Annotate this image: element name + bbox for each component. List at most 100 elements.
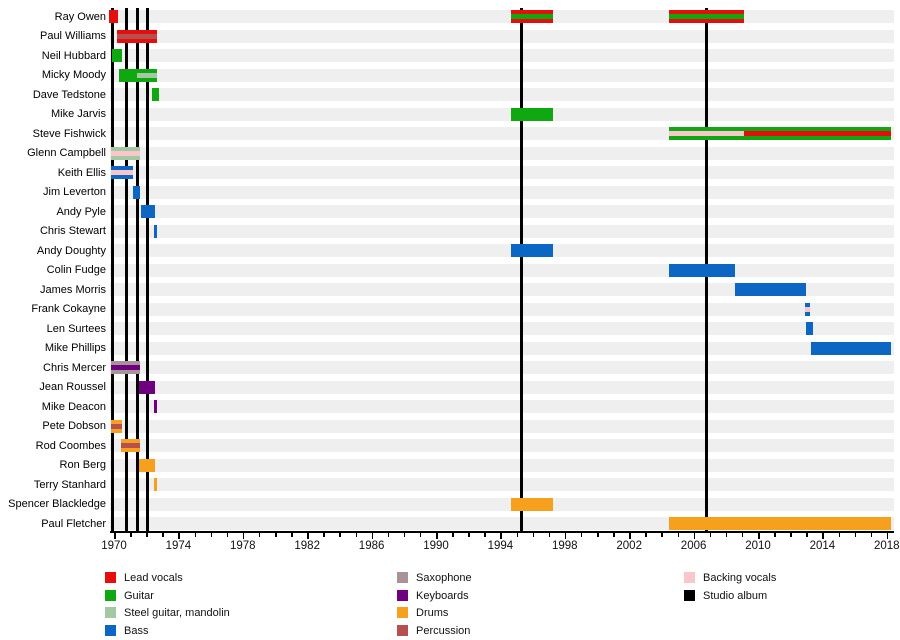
legend-color-swatch-black [684,589,695,601]
timeline-bar [111,49,122,62]
timeline-bar [806,322,813,335]
legend-label: Drums [416,607,449,620]
member-label: Neil Hubbard [41,49,106,62]
x-axis-tick [307,533,309,539]
legend-color-swatch-green [105,589,116,601]
legend-label: Keyboards [416,589,469,602]
member-label: Keith Ellis [57,166,106,179]
x-axis-tick [226,533,229,537]
row-background-stripe [110,419,894,433]
x-axis-line [110,531,894,533]
member-label: Jean Roussel [39,381,106,393]
member-label: Spencer Blackledge [8,498,106,510]
member-label: Micky Moody [41,69,106,81]
x-axis-tick [210,533,213,537]
member-label: Glenn Campbell [27,147,106,159]
bar-instrument-stripe [110,150,140,156]
row-background-stripe [110,29,894,43]
x-axis-tick-label: 2010 [745,540,771,552]
legend-color-swatch-keys [397,589,408,601]
timeline-bar [811,341,892,355]
member-label: Rod Coombes [35,439,106,452]
row-background-stripe [110,68,894,82]
bar-instrument-stripe [805,306,810,312]
x-axis-tick-label: 1998 [552,540,578,552]
row-background-stripe [110,244,894,257]
x-axis-tick [613,533,615,537]
x-axis-tick [758,533,760,539]
member-label: Dave Tedstone [32,88,106,101]
row-background-stripe [110,146,894,160]
row-background-stripe [110,88,894,101]
x-axis-tick-label: 1986 [358,540,385,552]
timeline-bar [139,458,156,472]
x-axis-tick [548,533,551,537]
studio-album-line [125,8,129,532]
legend-label: Guitar [124,589,154,602]
member-label: Terry Stanhard [33,478,106,491]
x-axis-tick [854,533,857,537]
legend-color-swatch-sax [397,572,408,583]
legend-color-swatch-blue [105,624,116,636]
bar-instrument-stripe [668,131,744,136]
row-background-stripe [110,439,894,452]
x-axis-tick [114,533,116,539]
row-background-stripe [110,10,894,23]
legend-label: Bass [124,624,149,637]
member-label: Ron Berg [59,459,106,471]
row-background-stripe [110,361,894,374]
x-axis-tick-label: 1982 [294,540,320,552]
member-label: Jim Leverton [43,186,106,198]
timeline-bar [668,517,892,530]
x-axis-tick [371,533,374,539]
row-background-stripe [110,283,894,296]
x-axis-tick [275,533,277,537]
x-axis-tick [645,533,647,537]
x-axis-tick [484,533,486,537]
bar-instrument-stripe [110,170,134,175]
x-axis-tick [291,533,293,537]
x-axis-tick [146,533,148,537]
timeline-bar [151,88,160,101]
timeline-bar [735,283,807,296]
x-axis-tick [774,533,776,537]
legend-label: Studio album [703,589,768,602]
bar-instrument-stripe [743,131,892,136]
timeline-bar [511,107,554,121]
x-axis-tick [452,533,454,537]
x-axis-tick [258,533,261,537]
x-axis-tick [516,533,518,537]
row-background-stripe [110,322,894,335]
x-axis-tick [741,533,744,537]
x-axis-tick-label: 2006 [680,540,707,552]
member-label: Mike Deacon [41,400,106,413]
timeline-bar [153,478,158,491]
row-background-stripe [110,478,894,491]
legend-color-swatch-red [105,572,116,583]
x-axis-tick-label: 1990 [423,540,449,552]
member-label: Frank Cokayne [31,303,106,315]
timeline-bar [141,205,156,218]
x-axis-tick-label: 2002 [616,540,642,552]
studio-album-line [136,8,140,532]
timeline-bar [153,400,158,413]
studio-album-line [146,8,150,532]
x-axis-tick [806,533,808,537]
x-axis-tick [725,533,728,537]
bar-instrument-stripe [117,33,158,39]
row-background-stripe [110,400,894,413]
member-label: Andy Doughty [36,244,106,257]
x-axis-tick [419,533,422,537]
row-background-stripe [110,166,894,179]
x-axis-tick [387,533,390,537]
x-axis-tick [661,533,663,537]
legend-color-swatch-perc [397,624,408,636]
timeline-bar [132,185,140,199]
x-axis-tick [677,533,679,537]
member-label: Colin Fudge [46,264,106,276]
row-background-stripe [110,224,894,238]
member-label: Andy Pyle [56,205,106,218]
x-axis-tick [355,533,357,537]
bar-instrument-stripe [511,14,554,19]
